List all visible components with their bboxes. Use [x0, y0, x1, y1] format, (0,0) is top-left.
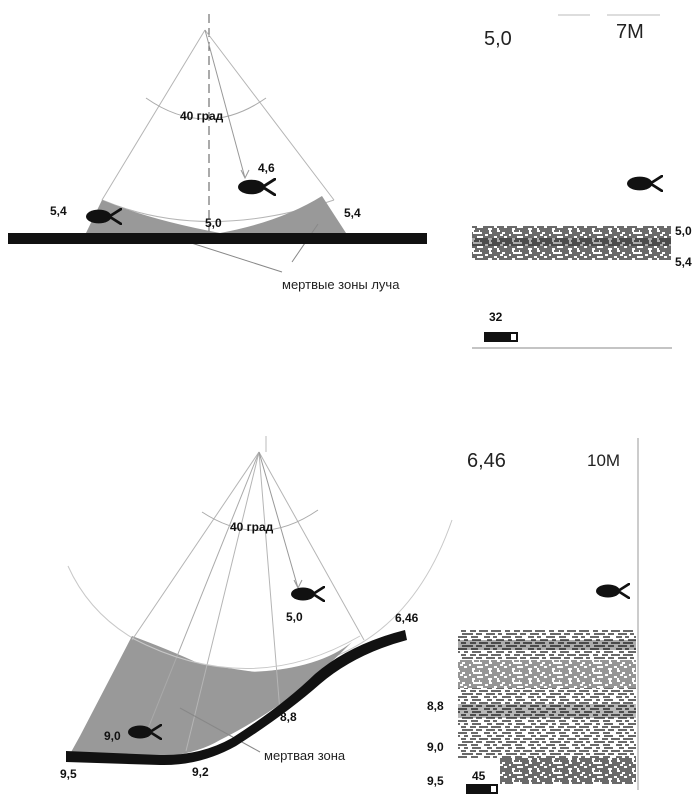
top-display-depth: 5,0 — [484, 28, 512, 50]
top-display-bottom-upper: 5,0 — [675, 224, 692, 238]
top-beam-cone — [101, 29, 335, 201]
bottom-angle-label: 40 град — [230, 520, 274, 534]
bottom-center-depth: 9,2 — [192, 765, 209, 779]
top-left-dead-zone — [86, 200, 220, 233]
bottom-fish-icon — [291, 586, 325, 602]
bottom-display-echo-top — [458, 630, 636, 660]
bottom-display-battery-cap — [491, 786, 496, 792]
bottom-mid-depth: 8,8 — [280, 710, 297, 724]
bottom-display-scale-mid: 9,0 — [427, 740, 444, 754]
top-display-temperature: 32 — [489, 310, 503, 324]
bottom-fish-range-line — [258, 451, 303, 590]
top-fish-range-line — [204, 29, 250, 180]
bottom-seabed — [66, 630, 407, 766]
top-dead-zone-pointer-left — [181, 239, 283, 273]
bottom-display-temperature: 45 — [472, 769, 486, 783]
top-right-dead-zone — [220, 196, 346, 233]
bottom-display-range: 10M — [587, 451, 620, 470]
top-display-bottom-lower: 5,4 — [675, 255, 692, 269]
bottom-display-scale-lower: 9,5 — [427, 774, 444, 788]
bottom-angle-arc — [201, 509, 319, 531]
bottom-beam-rays — [185, 451, 281, 752]
top-fish-depth-label: 4,6 — [258, 161, 275, 175]
bottom-right-depth: 6,46 — [395, 611, 419, 625]
top-seabed — [8, 233, 427, 244]
top-fish-icon — [238, 178, 276, 196]
bottom-beam-diagram: 40 град 5,0 6,46 8,8 9,0 9,5 9,2 мертвая… — [60, 436, 453, 781]
top-display-bottom-echo — [472, 226, 671, 260]
top-center-depth: 5,0 — [205, 216, 222, 230]
bottom-dead-zone-label: мертвая зона — [264, 748, 346, 763]
bottom-fish-depth-label: 5,0 — [286, 610, 303, 624]
bottom-beam-cone — [131, 451, 365, 641]
top-display-battery-cap — [511, 334, 516, 340]
bottom-fish-left-depth: 9,0 — [104, 729, 121, 743]
bottom-display-depth: 6,46 — [467, 450, 506, 472]
bottom-display-echo-band-lower — [458, 704, 636, 718]
bottom-sonar-display: 6,46 10M 8,8 9,0 9,5 45 — [427, 438, 639, 794]
bottom-left-depth: 9,5 — [60, 767, 77, 781]
bottom-display-scale-upper: 8,8 — [427, 699, 444, 713]
bottom-dead-zone-pointer — [179, 707, 261, 753]
bottom-display-battery-icon — [466, 784, 498, 794]
top-angle-label: 40 град — [180, 109, 224, 123]
bottom-display-echo-band-top — [458, 640, 636, 650]
top-dead-zone-label: мертвые зоны луча — [282, 277, 400, 292]
top-beam-diagram: 40 град 4,6 5,4 5,0 5,4 мертвые зоны луч… — [8, 14, 427, 292]
bottom-display-echo-mid — [458, 660, 636, 688]
top-right-edge-depth: 5,4 — [344, 206, 361, 220]
bottom-beam-ray-left — [144, 451, 260, 737]
top-display-battery-icon — [484, 332, 518, 342]
top-left-edge-depth: 5,4 — [50, 204, 67, 218]
bottom-display-echo-bottom — [500, 758, 636, 784]
top-sonar-display: 5,0 7M 5,0 5,4 32 — [472, 14, 692, 349]
top-display-range: 7M — [616, 21, 644, 43]
top-display-echo-band — [472, 238, 671, 246]
bottom-display-fish-icon — [596, 583, 630, 599]
bottom-display-echo-lower — [458, 688, 636, 758]
top-angle-arc — [145, 97, 267, 120]
top-display-fish-icon — [627, 175, 663, 192]
bottom-beam-arc — [131, 635, 361, 669]
